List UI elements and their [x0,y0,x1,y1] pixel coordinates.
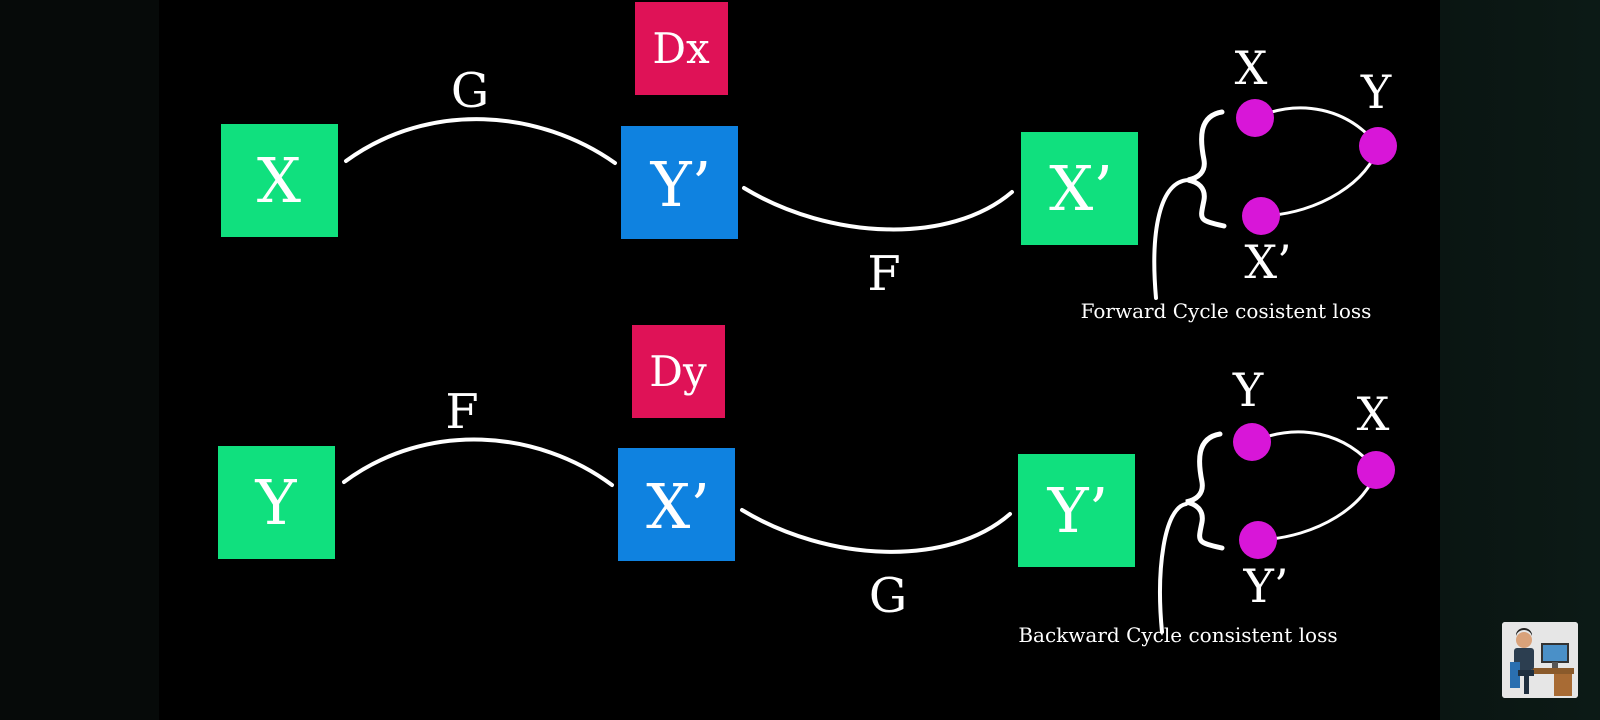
backward-output-1-box [618,448,735,561]
backward-cycle-node-3 [1239,521,1277,559]
forward-generator-2-label: F [867,246,900,302]
forward-cycle-node-3 [1242,197,1280,235]
forward-input-label: X [257,144,301,217]
backward-output-2-box [1018,454,1135,567]
diagram-stage [159,0,1440,720]
backward-generator-2-label: G [869,568,907,624]
backward-cycle-node-1 [1233,423,1271,461]
backward-cycle-node-2-label: X [1357,387,1390,441]
backward-caption: Backward Cycle consistent loss [1018,623,1337,647]
backward-input-label: Y [255,466,298,539]
backward-pointer-line [1158,502,1188,634]
backward-generator-1-label: F [445,384,478,440]
forward-g-connector [344,117,617,165]
backward-output-2-label: Y’ [1047,474,1109,547]
backward-cycle-node-2 [1357,451,1395,489]
backward-cycle-node-3-label: Y’ [1243,559,1289,613]
right-letterbox [1440,0,1600,720]
forward-output-1-label: Y’ [650,148,712,221]
backward-cycle-row: Y F Dy X’ G Y’ Y X Y’ Backward Cycle con… [218,325,1395,647]
backward-cycle-arc [1251,430,1378,542]
forward-cycle-node-3-label: X’ [1244,235,1291,289]
forward-output-2-box [1021,132,1138,245]
backward-discriminator-label: Dy [649,347,707,396]
presenter-avatar-icon [1502,622,1578,698]
forward-f-connector [742,186,1014,232]
left-letterbox [0,0,159,720]
backward-g-connector [740,508,1012,554]
backward-brace [1185,431,1225,551]
forward-discriminator-label: Dx [652,24,710,73]
forward-output-1-box [621,126,738,239]
forward-caption: Forward Cycle cosistent loss [1081,299,1372,323]
forward-cycle-node-2-label: Y [1360,65,1392,119]
forward-discriminator-box [635,2,728,95]
forward-cycle-node-1 [1236,99,1274,137]
backward-f-connector [342,437,614,487]
backward-input-box [218,446,335,559]
forward-cycle-node-1-label: X [1235,41,1268,95]
forward-brace [1187,109,1227,229]
backward-discriminator-box [632,325,725,418]
forward-input-box [221,124,338,237]
forward-cycle-arc [1254,106,1380,218]
forward-pointer-line [1152,178,1190,300]
backward-cycle-node-1-label: Y [1232,363,1264,417]
backward-output-1-label: X’ [646,470,710,543]
forward-cycle-node-2 [1359,127,1397,165]
forward-generator-1-label: G [451,63,489,119]
forward-cycle-row: X G Dx Y’ F X’ X Y X’ Forward Cycle cosi… [221,2,1397,323]
forward-output-2-label: X’ [1049,152,1113,225]
